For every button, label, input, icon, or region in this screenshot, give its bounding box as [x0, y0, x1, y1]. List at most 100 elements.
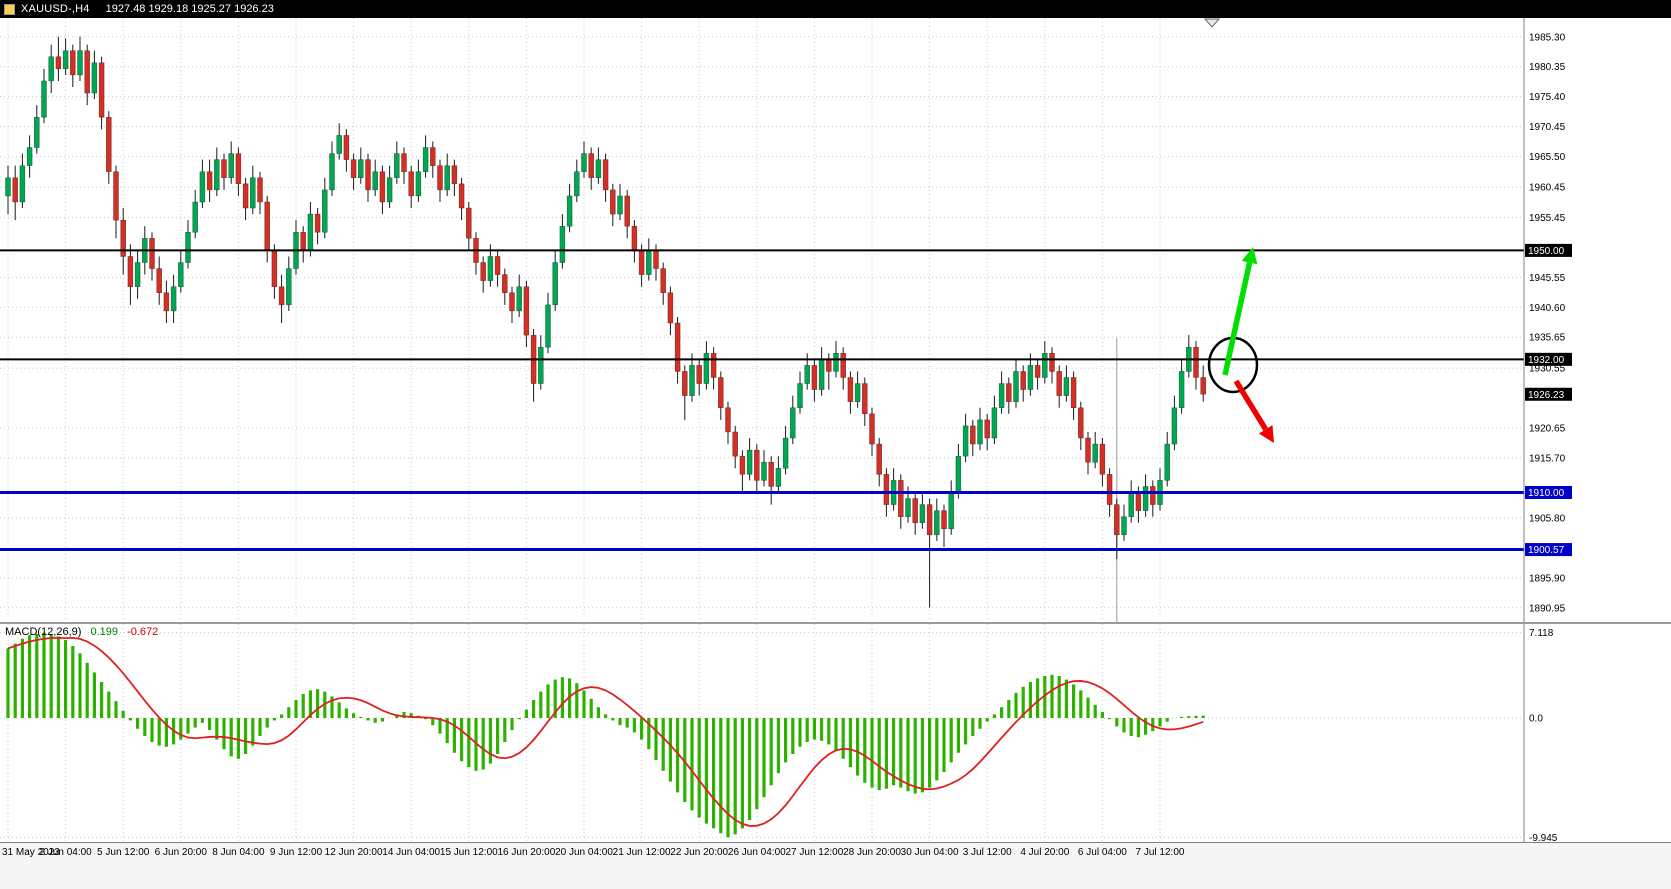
- price-badge-label: 1926.23: [1528, 390, 1565, 401]
- pane-divider[interactable]: [0, 622, 1671, 624]
- candle: [422, 147, 429, 172]
- candle: [314, 213, 321, 233]
- candle: [883, 474, 890, 505]
- candle: [926, 504, 933, 536]
- price-tick-label: 1975.40: [1529, 92, 1566, 103]
- candle: [1164, 443, 1170, 481]
- candle: [1092, 443, 1098, 463]
- candle: [322, 189, 328, 233]
- candle: [782, 437, 789, 469]
- candle: [934, 510, 940, 536]
- candle: [48, 56, 54, 82]
- price-badge-label: 1910.00: [1528, 488, 1565, 499]
- chart-header: XAUUSD-,H4 1927.48 1929.18 1925.27 1926.…: [0, 0, 1671, 18]
- candle: [329, 153, 335, 191]
- candle: [660, 268, 666, 294]
- candle: [1078, 407, 1084, 439]
- candle: [149, 238, 155, 269]
- candle: [286, 268, 292, 306]
- candle: [840, 353, 846, 378]
- candle: [1106, 474, 1113, 505]
- candle: [970, 425, 976, 445]
- candle: [365, 159, 371, 191]
- candle: [466, 207, 472, 239]
- candle: [847, 377, 854, 402]
- time-label: 27 Jun 12:00: [785, 847, 844, 858]
- bearish-arrow[interactable]: [1233, 379, 1268, 431]
- candle: [516, 286, 522, 312]
- candle: [869, 413, 875, 445]
- bearish-arrow-head[interactable]: [1258, 425, 1274, 443]
- candle: [437, 165, 443, 191]
- candle: [826, 359, 832, 372]
- candle: [343, 135, 350, 160]
- candle: [127, 256, 134, 287]
- candle: [106, 117, 112, 172]
- candle: [494, 256, 501, 275]
- macd-label: MACD(12,26,9) 0.199 -0.672: [5, 626, 158, 638]
- candle: [451, 165, 458, 185]
- macd-name: MACD(12,26,9): [5, 626, 82, 638]
- price-badge-label: 1950.00: [1528, 246, 1565, 257]
- annotations-layer[interactable]: [1207, 247, 1274, 443]
- candle: [41, 80, 47, 118]
- candle: [566, 195, 573, 227]
- candle: [1049, 353, 1055, 372]
- macd-indicator[interactable]: 7.118 0.0 -9.945: [0, 624, 1671, 842]
- candle: [350, 159, 357, 179]
- candle: [725, 407, 731, 433]
- candle: [1114, 504, 1120, 536]
- candle: [372, 171, 378, 191]
- candle: [1121, 516, 1127, 536]
- candle: [77, 50, 83, 76]
- candle: [862, 383, 868, 415]
- price-tick-label: 1905.80: [1529, 513, 1566, 524]
- time-axis[interactable]: 31 May 2023 2 Jun 04:00 5 Jun 12:00 6 Jun 2…: [0, 842, 1671, 889]
- chart-shift-marker-icon[interactable]: [1203, 18, 1221, 28]
- chart-icon: [4, 3, 15, 15]
- price-chart[interactable]: 1985.30 1980.35 1975.40 1970.45 1965.50 1960.…: [0, 18, 1671, 622]
- price-badge-label: 1932.00: [1528, 355, 1565, 366]
- candle: [689, 365, 695, 396]
- candle: [1128, 492, 1134, 517]
- candle: [120, 219, 126, 257]
- candle: [235, 153, 242, 185]
- price-tick-label: 1940.60: [1529, 303, 1566, 314]
- candle: [26, 147, 33, 166]
- price-tick-label: 1930.55: [1529, 364, 1566, 375]
- time-label: 16 Jun 20:00: [497, 847, 556, 858]
- bullish-arrow-head[interactable]: [1241, 247, 1258, 265]
- price-tick-label: 1955.45: [1529, 213, 1566, 224]
- candle: [818, 359, 825, 390]
- candle: [386, 177, 393, 203]
- candle: [775, 468, 782, 487]
- macd-tick-label: 0.0: [1529, 714, 1543, 725]
- candle: [480, 262, 486, 281]
- candle: [588, 153, 594, 179]
- time-label: 15 Jun 12:00: [439, 847, 498, 858]
- candle: [624, 195, 630, 227]
- candle: [91, 62, 98, 94]
- candle: [1070, 377, 1077, 409]
- candle: [502, 274, 508, 294]
- time-label: 30 Jun 04:00: [900, 847, 959, 858]
- candle: [1042, 353, 1048, 378]
- macd-tick-label: -9.945: [1529, 833, 1558, 842]
- candle: [228, 153, 234, 179]
- candle: [257, 177, 263, 203]
- candle: [178, 262, 184, 287]
- bullish-arrow[interactable]: [1222, 262, 1253, 376]
- price-tick-label: 1890.95: [1529, 603, 1566, 614]
- price-badge: [1525, 243, 1572, 257]
- macd-signal-value: -0.672: [127, 626, 159, 638]
- price-badge: [1525, 543, 1572, 557]
- candle: [523, 286, 530, 336]
- price-badge: [1525, 485, 1572, 499]
- candles-layer: [5, 36, 1206, 608]
- candle: [271, 250, 278, 287]
- candle: [70, 50, 76, 76]
- price-tick-label: 1945.55: [1529, 273, 1566, 284]
- candle: [84, 50, 90, 94]
- candle: [250, 177, 256, 209]
- time-label: 26 Jun 04:00: [727, 847, 786, 858]
